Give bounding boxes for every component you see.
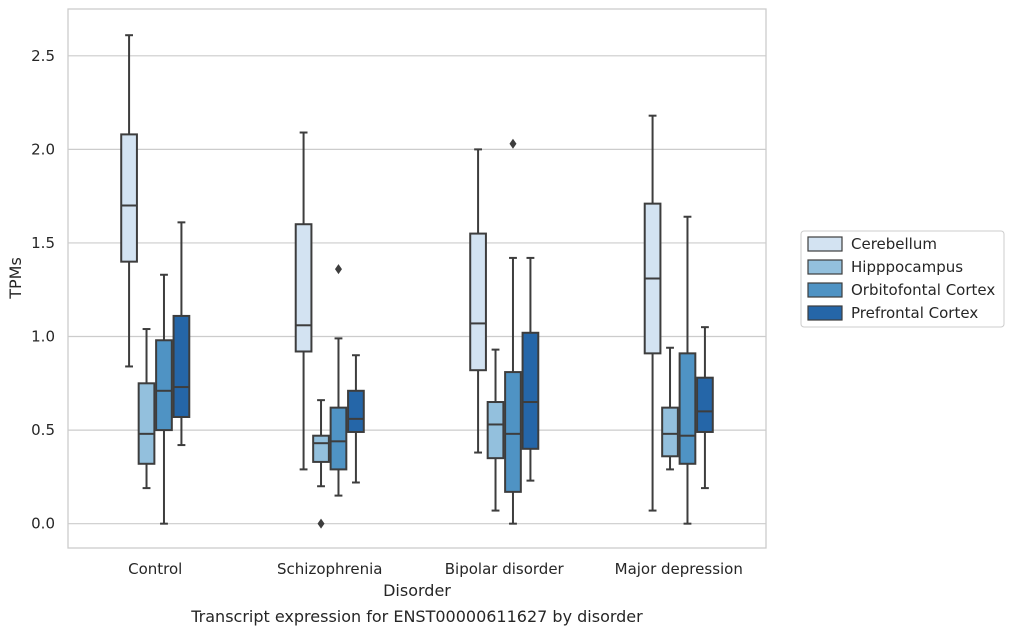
legend-swatch — [807, 282, 843, 298]
y-tick-label: 2.0 — [31, 140, 55, 158]
box-iqr — [294, 223, 313, 353]
y-tick-label: 0.5 — [31, 421, 55, 439]
box-hipppocampus — [486, 348, 505, 512]
legend-items: Cerebellum Hipppocampus Orbitofontal Corte… — [807, 235, 995, 322]
y-axis-label: TPMs — [6, 257, 25, 300]
box-iqr — [347, 389, 365, 433]
y-tick-label: 2.5 — [31, 47, 55, 65]
box-cerebellum — [469, 148, 487, 454]
x-tick-label: Schizophrenia — [277, 560, 382, 578]
y-tick-label: 1.0 — [31, 328, 55, 346]
box-prefrontal-cortex — [696, 326, 714, 490]
box-cerebellum — [120, 34, 138, 368]
box-iqr — [172, 314, 191, 418]
legend-swatch — [807, 305, 843, 321]
outlier-point — [334, 264, 342, 275]
x-tick-label: Major depression — [615, 560, 743, 578]
box-layer — [120, 34, 714, 529]
outlier-point — [317, 518, 325, 529]
plot-frame — [67, 8, 767, 549]
x-tick-label: Bipolar disorder — [445, 560, 565, 578]
box-iqr — [661, 406, 679, 458]
box-prefrontal-cortex — [347, 354, 365, 484]
legend-frame — [800, 230, 1005, 328]
box-iqr — [469, 232, 487, 372]
box-iqr — [329, 406, 348, 471]
legend-label: Prefrontal Cortex — [851, 304, 978, 322]
legend-swatch — [807, 236, 843, 252]
outlier-point — [509, 138, 517, 149]
box-prefrontal-cortex — [521, 256, 540, 482]
box-hipppocampus — [312, 399, 330, 529]
box-iqr — [504, 371, 522, 493]
x-axis-label: Disorder — [383, 581, 451, 600]
box-hipppocampus — [661, 346, 679, 471]
legend-label: Orbitofontal Cortex — [851, 281, 995, 299]
chart-title: Transcript expression for ENST0000061162… — [190, 607, 643, 626]
y-tick-label: 1.5 — [31, 234, 55, 252]
box-iqr — [696, 376, 714, 433]
box-hipppocampus — [137, 328, 156, 490]
box-orbitofontal-cortex — [329, 264, 348, 497]
x-tick-labels: Control Schizophrenia Bipolar disorder Majo… — [128, 560, 743, 578]
y-tick-labels: 0.0 0.5 1.0 1.5 2.0 2.5 — [31, 47, 55, 533]
box-iqr — [486, 401, 505, 460]
box-iqr — [120, 133, 138, 263]
legend-label: Cerebellum — [851, 235, 937, 253]
box-iqr — [312, 434, 330, 463]
box-iqr — [137, 382, 156, 465]
legend-swatch — [807, 259, 843, 275]
box-iqr — [521, 331, 540, 450]
box-prefrontal-cortex — [172, 221, 191, 447]
y-tick-label: 0.0 — [31, 515, 55, 533]
legend-label: Hipppocampus — [851, 258, 963, 276]
box-orbitofontal-cortex — [678, 215, 697, 525]
box-cerebellum — [643, 114, 662, 512]
box-iqr — [678, 352, 697, 465]
box-orbitofontal-cortex — [155, 273, 173, 525]
box-iqr — [155, 339, 173, 432]
box-cerebellum — [294, 131, 313, 471]
x-tick-label: Control — [128, 560, 182, 578]
box-orbitofontal-cortex — [504, 138, 522, 525]
legend: Cerebellum Hipppocampus Orbitofontal Corte… — [800, 230, 1005, 328]
